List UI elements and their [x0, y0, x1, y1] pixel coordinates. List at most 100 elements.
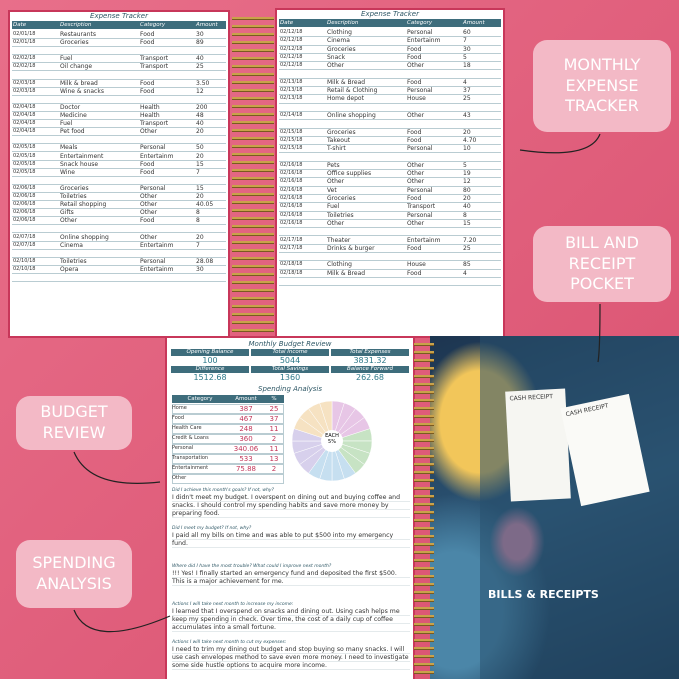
cell: Personal — [407, 186, 433, 194]
page-title: Expense Tracker — [90, 12, 148, 20]
cell: 2 — [271, 435, 277, 443]
cell: 02/06/18 — [13, 193, 36, 199]
cell: 3.50 — [196, 79, 210, 87]
cell: 02/10/18 — [13, 265, 36, 272]
row-rule — [12, 258, 226, 266]
cell: Transport — [140, 63, 169, 71]
row-rule — [12, 177, 226, 185]
cell: Entertainm — [140, 241, 174, 249]
cell: Other — [407, 62, 425, 70]
budget-value: 5044 — [279, 356, 301, 365]
cell: Office supplies — [327, 170, 372, 178]
answer: I didn't meet my budget. I overspent on … — [172, 494, 410, 518]
cell: 02/16/18 — [280, 170, 303, 177]
row-rule — [279, 62, 501, 71]
row-rule — [12, 144, 226, 153]
cell: Medicine — [60, 112, 87, 119]
cell: Pet food — [60, 128, 85, 136]
cell: Personal — [172, 445, 194, 451]
analysis-title: Spending Analysis — [258, 385, 322, 393]
budget-value: 100 — [202, 356, 218, 365]
cell: 40 — [196, 120, 204, 128]
cell: Other — [407, 161, 425, 169]
row-rule — [12, 128, 226, 137]
cell: 15 — [463, 219, 471, 227]
cell: Groceries — [327, 45, 356, 53]
cell: Takeout — [327, 136, 351, 144]
cell: 02/07/18 — [13, 233, 36, 240]
row-rule — [12, 96, 226, 104]
cell: 02/16/18 — [280, 211, 303, 218]
cell: Personal — [140, 257, 166, 265]
cell: Food — [140, 168, 155, 176]
cell: Personal — [407, 87, 433, 95]
cell: Other — [172, 475, 187, 481]
row-rule — [172, 444, 284, 454]
budget-value: 3831.32 — [353, 356, 387, 365]
callout: BUDGET REVIEW — [16, 396, 132, 450]
row-rule — [279, 261, 501, 270]
cell: Clothing — [327, 261, 352, 269]
cell: Food — [407, 53, 422, 61]
column-header: Category — [407, 20, 433, 26]
cell: 02/06/18 — [13, 184, 36, 191]
cell: Food — [140, 79, 155, 87]
cell: Other — [140, 209, 158, 217]
cell: 7.20 — [463, 236, 477, 244]
cell: Drinks & burger — [327, 244, 375, 252]
row-rule — [172, 464, 284, 474]
cell: Pets — [327, 161, 340, 169]
cell: 25 — [463, 95, 471, 103]
cell: Food — [407, 78, 422, 86]
cell: 20 — [463, 195, 471, 202]
row-rule — [279, 95, 501, 104]
cell: 8 — [196, 217, 200, 225]
row-rule — [12, 153, 226, 161]
cell: Food — [140, 31, 155, 38]
cell: 40 — [196, 55, 204, 63]
cell: 02/12/18 — [280, 62, 303, 69]
cell: Cinema — [327, 37, 350, 45]
receipt: CASH RECEIPT — [505, 388, 571, 502]
row-rule — [279, 178, 501, 187]
cell: Other — [407, 219, 425, 227]
row-rule — [279, 137, 501, 146]
cell: Entertainm — [140, 152, 174, 160]
cell: 20 — [196, 152, 204, 160]
cell: 02/12/18 — [280, 45, 303, 52]
column-header: Date — [280, 20, 294, 26]
cell: 89 — [196, 39, 204, 47]
answer: I learned that I overspend on snacks and… — [172, 608, 410, 632]
cell: 30 — [196, 265, 204, 273]
row-rule — [12, 104, 226, 112]
cell: Fuel — [60, 55, 73, 63]
cell: Toiletries — [60, 257, 87, 265]
answer: I need to trim my dining out budget and … — [172, 646, 410, 670]
cell: 02/16/18 — [280, 203, 303, 210]
cell: 02/05/18 — [13, 144, 36, 151]
row-rule — [279, 154, 501, 162]
row-rule — [12, 80, 226, 88]
cell: Personal — [407, 145, 433, 153]
cell: Gifts — [60, 209, 74, 217]
cell: Oil change — [60, 63, 93, 71]
cell: 7 — [196, 241, 200, 249]
cell: Other — [407, 170, 425, 178]
cell: 02/16/18 — [280, 195, 303, 201]
cell: 30 — [463, 45, 471, 53]
answer: !!! Yes! I finally started an emergency … — [172, 570, 410, 586]
cell: Personal — [407, 211, 433, 219]
cell: Other — [140, 193, 158, 200]
row-rule — [12, 225, 226, 234]
cell: Food — [140, 87, 155, 95]
cell: 02/05/18 — [13, 168, 36, 175]
pie-label: EACH 5% — [325, 433, 339, 445]
cell: 02/17/18 — [280, 244, 303, 251]
cell: Fuel — [327, 203, 340, 211]
row-rule — [279, 71, 501, 79]
cell: Transport — [140, 55, 169, 63]
cell: 5 — [463, 161, 467, 169]
cell: 02/13/18 — [280, 78, 303, 85]
column-header: Amount — [463, 20, 485, 26]
cell: Groceries — [60, 39, 89, 47]
